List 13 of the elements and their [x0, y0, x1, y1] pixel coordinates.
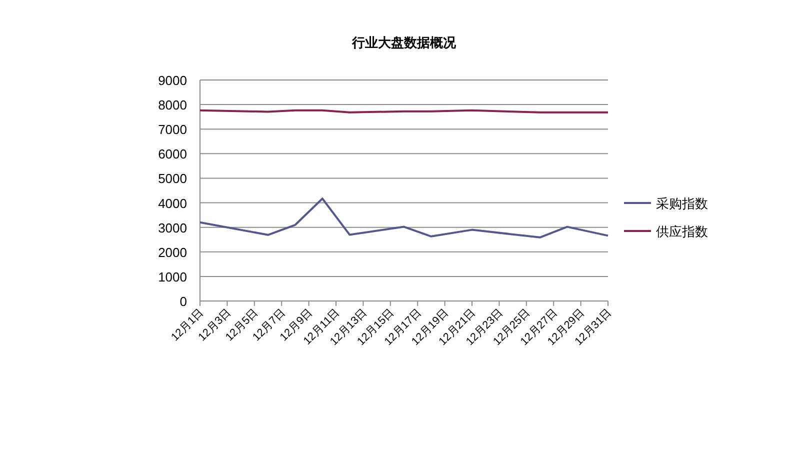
y-tick-label: 9000	[158, 73, 187, 88]
y-tick-label: 0	[180, 294, 187, 309]
y-tick-label: 3000	[158, 220, 187, 236]
title: 行业大盘数据概况	[352, 35, 456, 50]
y-tick-label: 5000	[158, 171, 187, 186]
legend-label: 供应指数	[656, 224, 708, 239]
y-tick-label: 8000	[158, 98, 187, 113]
legend-label: 采购指数	[656, 196, 708, 211]
y-tick-label: 7000	[158, 122, 187, 138]
y-tick-label: 4000	[158, 196, 187, 211]
y-tick-label: 1000	[158, 269, 187, 284]
y-tick-label: 2000	[158, 244, 187, 260]
y-tick-label: 6000	[158, 146, 187, 162]
